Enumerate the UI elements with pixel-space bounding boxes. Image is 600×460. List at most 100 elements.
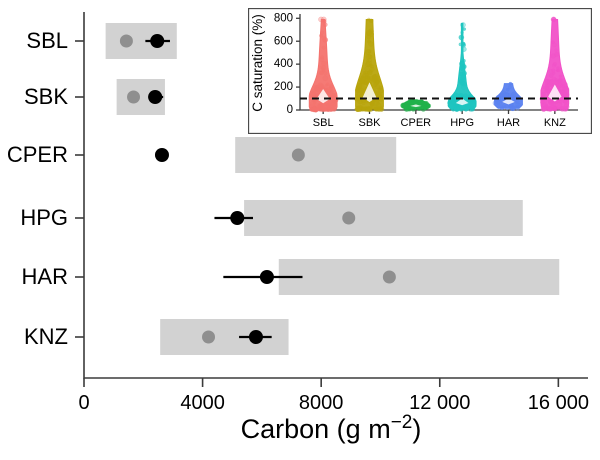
violin-point xyxy=(367,39,372,44)
violin-point xyxy=(552,76,557,82)
violin-point xyxy=(367,70,373,76)
violin-point xyxy=(354,96,359,102)
violin-point xyxy=(375,102,382,109)
capacity-point-knz xyxy=(202,330,216,344)
inset-svg: 0 200 400 600 800 SBL SBK CPER HPG HAR KNZ C satura… xyxy=(247,7,593,135)
x-tick-label-12000: 12 000 xyxy=(409,392,470,414)
violin-point xyxy=(541,106,547,112)
violin-point xyxy=(503,105,507,109)
violin-point xyxy=(321,106,327,112)
violin-point xyxy=(319,65,324,69)
violin-point xyxy=(544,86,549,91)
violin-point xyxy=(452,106,457,111)
inset-y-tick-label-600: 600 xyxy=(274,35,293,47)
violin-point xyxy=(504,93,510,99)
x-axis-title: Carbon (g m−2) xyxy=(241,412,422,444)
violin-point xyxy=(321,45,326,50)
violin-point xyxy=(330,94,334,98)
violin-point xyxy=(544,79,550,85)
observed-point-cper xyxy=(154,148,169,162)
violin-point xyxy=(512,94,516,98)
violin-point xyxy=(554,51,560,57)
violin-point xyxy=(552,106,557,112)
violin-point xyxy=(460,75,466,81)
violin-point xyxy=(554,48,558,52)
violin-point xyxy=(320,55,325,60)
violin-point xyxy=(309,91,315,97)
observed-point-har xyxy=(259,270,274,284)
violin-median-box-cper xyxy=(408,103,424,108)
violin-point xyxy=(548,80,555,86)
range-bar-cper xyxy=(235,137,397,173)
violin-point xyxy=(452,103,459,110)
violin-point xyxy=(356,82,363,89)
violin-point xyxy=(362,70,367,75)
range-bar-hpg xyxy=(244,200,523,236)
x-tick-label-0: 0 xyxy=(78,392,89,414)
violin-point xyxy=(561,81,568,88)
violin-point xyxy=(496,100,503,106)
capacity-point-sbk xyxy=(127,90,141,104)
violin-point xyxy=(369,64,374,69)
violin-point xyxy=(473,104,477,108)
violin-point xyxy=(313,90,317,94)
violin-point xyxy=(559,106,566,112)
violin-point xyxy=(321,60,327,67)
inset-x-tick-label-hpg: HPG xyxy=(450,117,474,129)
violin-point xyxy=(563,103,570,110)
violin-median-box-sbk xyxy=(361,80,378,104)
violin-point xyxy=(563,99,569,105)
violin-point xyxy=(364,72,369,77)
violin-point xyxy=(462,41,466,46)
violin-point xyxy=(558,74,563,78)
violin-point xyxy=(377,91,382,96)
violin-point xyxy=(469,106,476,112)
observed-point-sbl xyxy=(150,34,165,48)
violin-point xyxy=(374,76,379,81)
violin-point xyxy=(311,91,316,96)
inset-y-tick-label-400: 400 xyxy=(274,58,293,70)
violin-sbk xyxy=(355,18,384,110)
inset-y-tick-label-0: 0 xyxy=(287,104,293,116)
violin-point xyxy=(515,105,520,111)
inset-y-axis-title: C saturation (%) xyxy=(250,14,265,112)
inset-x-tick-label-sbl: SBL xyxy=(313,117,334,129)
y-tick-label-cper: CPER xyxy=(7,142,68,167)
violin-point xyxy=(318,16,324,23)
violin-point xyxy=(377,87,381,92)
x-tick-label-16000: 16 000 xyxy=(528,392,589,414)
violin-point xyxy=(311,107,316,112)
violin-point xyxy=(315,107,321,112)
violin-point xyxy=(501,104,505,109)
violin-median-box-sbl xyxy=(315,87,331,105)
inset-x-tick-label-knz: KNZ xyxy=(544,117,566,129)
violin-point xyxy=(312,101,317,105)
violin-point xyxy=(423,106,427,110)
y-tick-label-sbk: SBK xyxy=(24,84,68,109)
violin-point xyxy=(318,70,324,76)
violin-point xyxy=(322,22,328,28)
violin-point xyxy=(320,16,327,23)
violin-point xyxy=(461,46,467,52)
violin-point xyxy=(508,81,513,86)
observed-point-knz xyxy=(248,330,263,344)
violin-point xyxy=(365,106,371,112)
violin-point xyxy=(472,101,477,105)
violin-point xyxy=(332,96,337,102)
observed-point-hpg xyxy=(230,211,245,225)
violin-point xyxy=(552,61,558,67)
violin-point xyxy=(541,91,546,97)
y-tick-label-sbl: SBL xyxy=(26,28,68,53)
violin-point xyxy=(450,106,457,112)
violin-point xyxy=(496,103,502,109)
violin-point xyxy=(460,30,464,35)
violin-point xyxy=(507,85,512,90)
violin-point xyxy=(550,16,557,23)
violin-point xyxy=(330,107,335,112)
violin-point xyxy=(548,73,554,78)
violin-point xyxy=(355,87,361,94)
violin-point xyxy=(468,103,475,109)
violin-point xyxy=(459,65,465,71)
violin-point xyxy=(364,66,370,72)
inset-y-tick-label-200: 200 xyxy=(274,81,293,93)
